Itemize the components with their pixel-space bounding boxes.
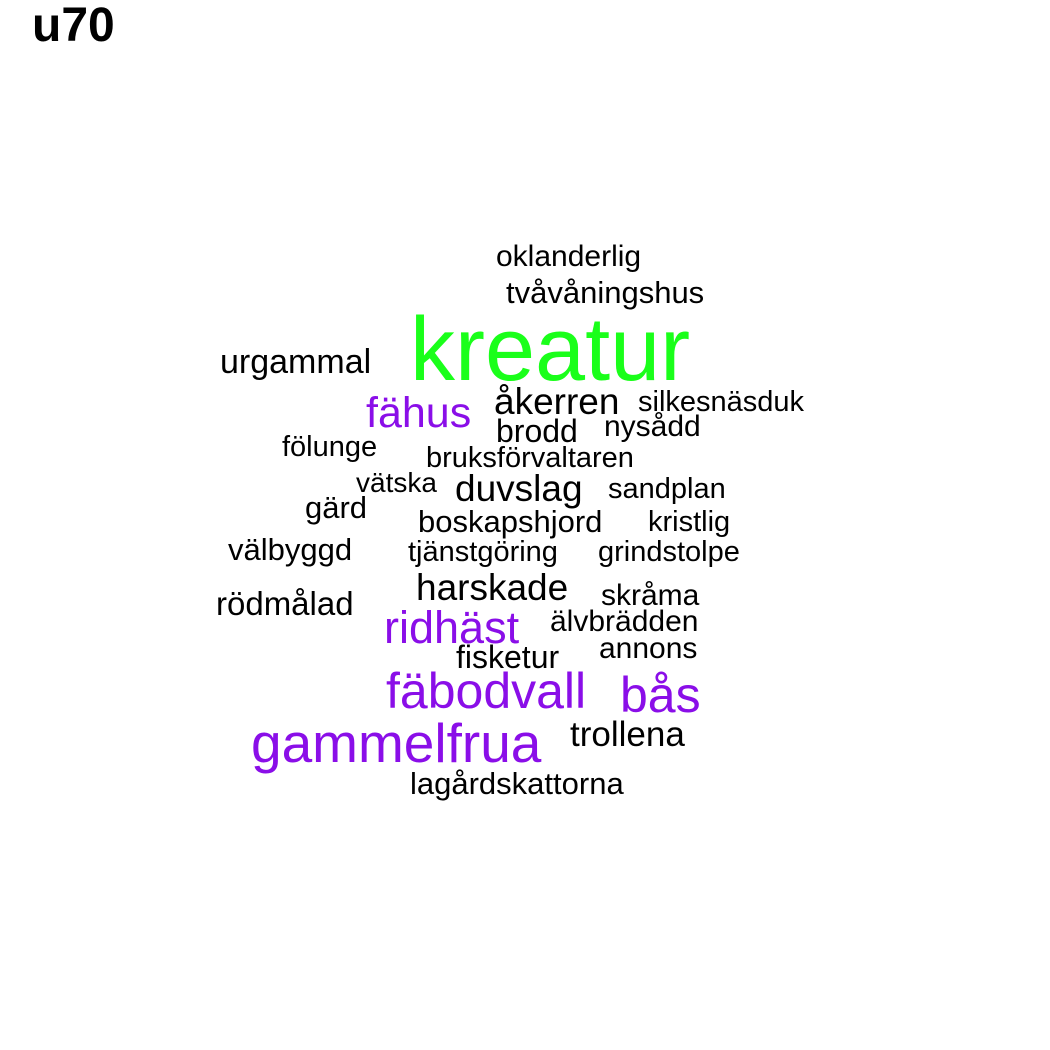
word-trollena: trollena [570,715,685,754]
word-oklanderlig: oklanderlig [496,240,642,273]
word-bruksforvaltaren: bruksförvaltaren [426,442,634,474]
word-brodd: brodd [496,413,578,449]
word-harskade: harskade [416,567,569,608]
word-annons: annons [599,632,698,665]
word-vatska: vätska [356,467,437,498]
word-rodmalad: rödmålad [216,585,354,622]
word-gard: gärd [305,490,368,525]
word-tvavaningshus: tvåvåningshus [506,275,705,310]
word-kristlig: kristlig [648,506,731,538]
word-lagardskattorna: lagårdskattorna [410,766,624,801]
plot-title: u70 [32,0,115,52]
word-boskapshjord: boskapshjord [418,504,603,539]
word-tjanstgoring: tjänstgöring [408,536,558,568]
word-fabodvall: fäbodvall [386,663,587,719]
word-alvbradden: älvbrädden [550,605,699,638]
word-nysadd: nysådd [604,410,701,443]
word-ridhast: ridhäst [384,602,520,653]
word-bas: bås [620,667,701,723]
word-valbyggd: välbyggd [228,532,353,567]
word-akerren: åkerren [494,381,620,422]
word-gammelfrua: gammelfrua [251,712,542,774]
word-fisketur: fisketur [456,639,560,675]
word-skrama: skråma [601,579,700,612]
word-urgammal: urgammal [220,343,372,381]
word-kreatur: kreatur [410,300,691,400]
word-grindstolpe: grindstolpe [598,536,740,568]
word-fahus: fähus [366,389,472,437]
word-duvslag: duvslag [455,468,583,509]
word-folunge: fölunge [282,431,378,463]
word-silkesnasduk: silkesnäsduk [638,386,805,418]
word-sandplan: sandplan [608,473,726,505]
